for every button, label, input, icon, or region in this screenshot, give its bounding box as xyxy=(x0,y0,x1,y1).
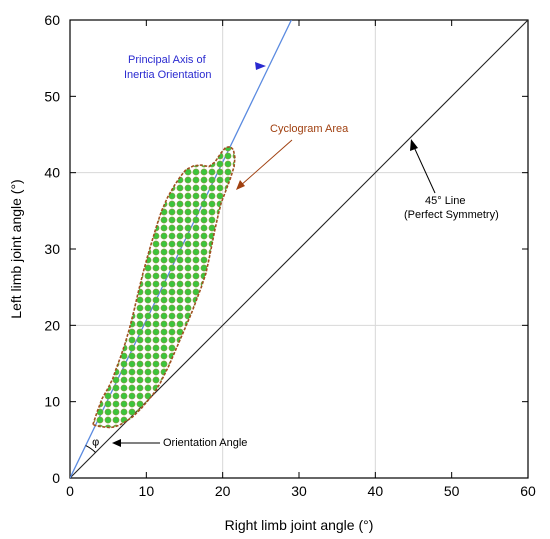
x-tick-labels: 0 10 20 30 40 50 60 xyxy=(66,483,536,499)
phi-symbol: φ xyxy=(92,436,99,448)
y-tick-labels: 0 10 20 30 40 50 60 xyxy=(44,12,60,486)
orientation-angle-arc xyxy=(85,445,96,453)
cyclogram-area xyxy=(91,145,236,429)
y-tick-label: 10 xyxy=(44,394,60,410)
x-tick-label: 10 xyxy=(139,483,155,499)
x-axis-title: Right limb joint angle (°) xyxy=(225,517,374,533)
orientation-angle-arrowhead xyxy=(112,439,121,447)
principal-axis-label-line2: Inertia Orientation xyxy=(124,69,211,81)
cyclogram-area-arrow-line xyxy=(239,139,293,187)
symmetry-label-line2: (Perfect Symmetry) xyxy=(404,209,499,221)
y-tick-label: 20 xyxy=(44,317,60,333)
x-tick-label: 0 xyxy=(66,483,74,499)
symmetry-label-line1: 45° Line xyxy=(425,195,466,207)
axis-ticks xyxy=(69,19,529,479)
y-tick-label: 30 xyxy=(44,241,60,257)
orientation-angle-label: Orientation Angle xyxy=(163,437,247,449)
y-axis-title: Left limb joint angle (°) xyxy=(8,179,24,318)
x-tick-label: 40 xyxy=(368,483,384,499)
symmetry-arrowhead xyxy=(410,139,418,151)
principal-axis-label-line1: Principal Axis of xyxy=(128,54,207,66)
cyclogram-area-label: Cyclogram Area xyxy=(270,123,349,135)
symmetry-arrow-line xyxy=(413,146,436,194)
x-tick-label: 20 xyxy=(215,483,231,499)
y-tick-label: 0 xyxy=(52,470,60,486)
y-tick-label: 50 xyxy=(44,88,60,104)
y-tick-label: 60 xyxy=(44,12,60,28)
x-tick-label: 60 xyxy=(520,483,536,499)
x-tick-label: 30 xyxy=(291,483,307,499)
cyclogram-area-arrowhead xyxy=(236,180,245,190)
x-tick-label: 50 xyxy=(444,483,460,499)
y-tick-label: 40 xyxy=(44,165,60,181)
principal-axis-arrowhead xyxy=(255,62,266,70)
